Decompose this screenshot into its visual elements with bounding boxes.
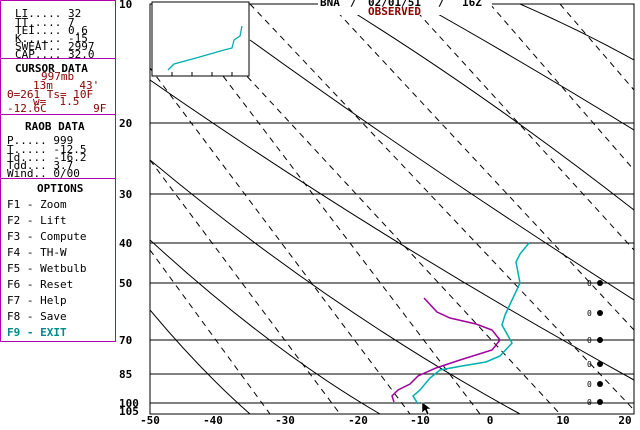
option-f3-compute[interactable]: F3 - Compute — [7, 230, 87, 243]
raob-pressure: P..... 999 — [7, 134, 74, 147]
option-f2-lift[interactable]: F2 - Lift — [7, 214, 67, 227]
raob-dewpoint-depression: Tdd... 3.7 — [7, 159, 74, 172]
svg-text:/: / — [438, 0, 445, 9]
inset-zoom-box — [151, 1, 250, 77]
option-f1-zoom[interactable]: F1 - Zoom — [7, 198, 67, 211]
svg-text:70: 70 — [119, 334, 132, 347]
svg-text:40: 40 — [119, 237, 132, 250]
svg-text:0: 0 — [587, 398, 592, 407]
temperature-trace — [412, 242, 530, 405]
svg-text:105: 105 — [119, 405, 139, 418]
isopleths — [150, 4, 634, 414]
header-background — [318, 0, 492, 15]
cursor-temperature: -12.6C 9F — [7, 102, 107, 115]
wind-markers — [597, 280, 603, 405]
svg-text:10: 10 — [556, 414, 569, 427]
svg-text:0: 0 — [587, 279, 592, 288]
option-f5-wetbulb[interactable]: F5 - Wetbulb — [7, 262, 87, 275]
options-title: OPTIONS — [37, 182, 84, 195]
options-panel: OPTIONS F1 - Zoom F2 - Lift F3 - Compute… — [0, 178, 116, 342]
option-f7-help[interactable]: F7 - Help — [7, 294, 67, 307]
inset-ticks — [171, 72, 233, 76]
svg-text:02/01/51: 02/01/51 — [368, 0, 421, 9]
svg-text:10: 10 — [119, 0, 132, 11]
svg-text:-30: -30 — [275, 414, 295, 427]
option-f8-save[interactable]: F8 - Save — [7, 310, 67, 323]
raob-data-title: RAOB DATA — [25, 120, 85, 133]
svg-text:100: 100 — [119, 397, 139, 410]
option-f6-reset[interactable]: F6 - Reset — [7, 278, 74, 291]
svg-text:30: 30 — [119, 188, 132, 201]
cursor-theta: Θ=261 Ts= 10F — [7, 88, 94, 101]
indices-panel: LI..... 32 TT..... 7 TEI.... 0.6 K......… — [0, 0, 116, 60]
svg-text:0: 0 — [587, 336, 592, 345]
pressure-axis-labels: 10 20 30 40 50 70 85 100 105 — [119, 0, 139, 418]
svg-text:-40: -40 — [203, 414, 223, 427]
index-tt: TT..... 7 — [15, 16, 75, 29]
svg-text:20: 20 — [618, 414, 631, 427]
svg-text:16Z: 16Z — [462, 0, 482, 9]
index-sweat: SWEAT.. 2997 — [15, 40, 95, 53]
index-li: LI..... 32 — [15, 7, 82, 20]
svg-text:-20: -20 — [348, 414, 368, 427]
isobars — [150, 122, 634, 404]
option-f4-thw[interactable]: F4 - TH-W — [7, 246, 67, 259]
svg-text:/: / — [350, 0, 357, 9]
svg-text:85: 85 — [119, 368, 132, 381]
inset-temperature-trace — [167, 25, 243, 71]
svg-text:0: 0 — [487, 414, 494, 427]
cursor-mixing-ratio: w= 1.5 — [33, 95, 80, 108]
raob-dewpoint: Td.... -16.2 — [7, 151, 87, 164]
svg-text:0: 0 — [587, 380, 592, 389]
temperature-axis-labels: -50 -40 -30 -20 -10 0 10 20 — [140, 414, 632, 427]
option-f9-exit[interactable]: F9 - EXIT — [7, 326, 67, 339]
svg-text:OBSERVED: OBSERVED — [368, 5, 421, 18]
svg-text:0: 0 — [587, 309, 592, 318]
cursor-data-title: CURSOR DATA — [15, 62, 88, 75]
cursor-pressure: 997mb — [41, 70, 75, 83]
svg-text:20: 20 — [119, 117, 132, 130]
index-k: K...... -15 — [15, 32, 88, 45]
svg-text:BNA: BNA — [320, 0, 340, 9]
raob-wind: Wind.. 0/00 — [7, 167, 80, 180]
svg-text:-10: -10 — [410, 414, 430, 427]
index-tei: TEI.... 0.6 — [15, 24, 88, 37]
cursor-height: 13m 43' — [33, 79, 100, 92]
wind-labels: 0 0 0 0 0 0 — [587, 279, 592, 407]
svg-text:0: 0 — [587, 360, 592, 369]
raob-temperature: T..... -12.5 — [7, 143, 87, 156]
raob-data-panel: RAOB DATA P..... 999 T..... -12.5 Td....… — [0, 114, 116, 180]
sounding-header: BNA / 02/01/51 / 16Z OBSERVED — [320, 0, 482, 18]
mouse-cursor-icon — [421, 401, 432, 416]
svg-text:-50: -50 — [140, 414, 160, 427]
cursor-data-panel: CURSOR DATA 997mb 13m 43' Θ=261 Ts= 10F … — [0, 58, 116, 116]
svg-text:50: 50 — [119, 277, 132, 290]
index-cap: CAP.... 32.0 — [15, 48, 95, 61]
dewpoint-trace — [391, 297, 501, 403]
